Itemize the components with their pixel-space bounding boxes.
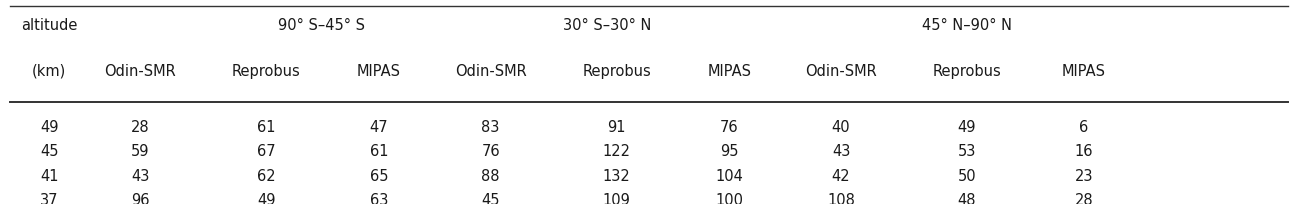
Text: 61: 61 (370, 144, 388, 160)
Text: (km): (km) (32, 64, 66, 79)
Text: 50: 50 (958, 169, 976, 184)
Text: 83: 83 (482, 120, 500, 135)
Text: 132: 132 (602, 169, 631, 184)
Text: 6: 6 (1079, 120, 1089, 135)
Text: 48: 48 (958, 193, 976, 204)
Text: 53: 53 (958, 144, 976, 160)
Text: 16: 16 (1075, 144, 1093, 160)
Text: 90° S–45° S: 90° S–45° S (278, 18, 366, 33)
Text: 88: 88 (482, 169, 500, 184)
Text: MIPAS: MIPAS (1062, 64, 1106, 79)
Text: 47: 47 (370, 120, 388, 135)
Text: 109: 109 (602, 193, 631, 204)
Text: Odin-SMR: Odin-SMR (454, 64, 527, 79)
Text: MIPAS: MIPAS (357, 64, 401, 79)
Text: 104: 104 (715, 169, 744, 184)
Text: 45: 45 (482, 193, 500, 204)
Text: 45° N–90° N: 45° N–90° N (922, 18, 1012, 33)
Text: 65: 65 (370, 169, 388, 184)
Text: 49: 49 (958, 120, 976, 135)
Text: 63: 63 (370, 193, 388, 204)
Text: 23: 23 (1075, 169, 1093, 184)
Text: Odin-SMR: Odin-SMR (805, 64, 877, 79)
Text: 91: 91 (607, 120, 626, 135)
Text: 100: 100 (715, 193, 744, 204)
Text: 43: 43 (131, 169, 149, 184)
Text: altitude: altitude (21, 18, 78, 33)
Text: 37: 37 (40, 193, 58, 204)
Text: MIPAS: MIPAS (707, 64, 752, 79)
Text: Reprobus: Reprobus (232, 64, 300, 79)
Text: 122: 122 (602, 144, 631, 160)
Text: 42: 42 (832, 169, 850, 184)
Text: 49: 49 (257, 193, 275, 204)
Text: 61: 61 (257, 120, 275, 135)
Text: 28: 28 (1075, 193, 1093, 204)
Text: 76: 76 (482, 144, 500, 160)
Text: 76: 76 (720, 120, 739, 135)
Text: 49: 49 (40, 120, 58, 135)
Text: 41: 41 (40, 169, 58, 184)
Text: Reprobus: Reprobus (933, 64, 1001, 79)
Text: 62: 62 (257, 169, 275, 184)
Text: 43: 43 (832, 144, 850, 160)
Text: 28: 28 (131, 120, 149, 135)
Text: 45: 45 (40, 144, 58, 160)
Text: 96: 96 (131, 193, 149, 204)
Text: 59: 59 (131, 144, 149, 160)
Text: Reprobus: Reprobus (583, 64, 650, 79)
Text: 95: 95 (720, 144, 739, 160)
Text: 40: 40 (832, 120, 850, 135)
Text: 108: 108 (827, 193, 855, 204)
Text: 67: 67 (257, 144, 275, 160)
Text: 30° S–30° N: 30° S–30° N (563, 18, 652, 33)
Text: Odin-SMR: Odin-SMR (104, 64, 177, 79)
